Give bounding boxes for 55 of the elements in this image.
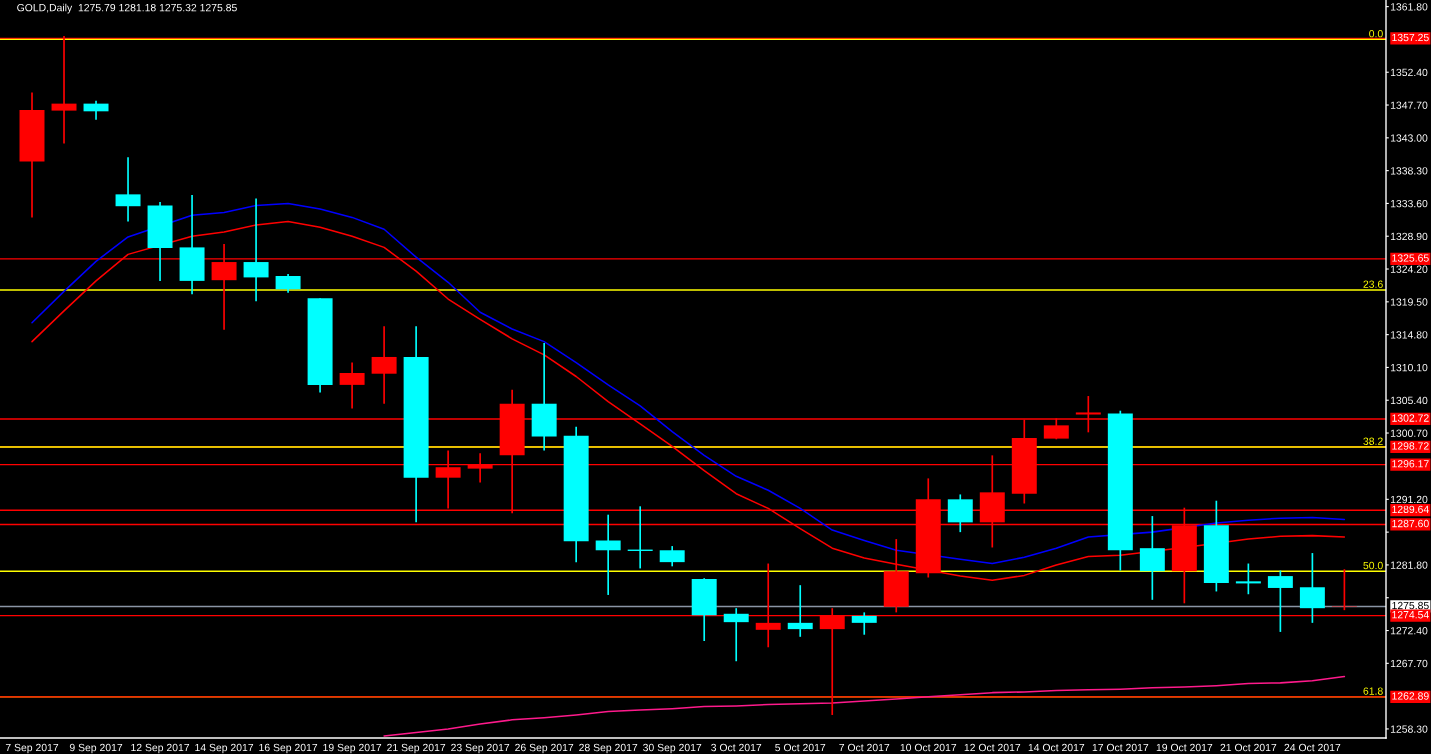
x-tick-label: 28 Sep 2017 [579, 743, 638, 754]
x-tick-label: 23 Sep 2017 [451, 743, 510, 754]
x-tick-label: 7 Sep 2017 [5, 743, 59, 754]
x-tick-label: 9 Sep 2017 [69, 743, 123, 754]
y-tick-label: 1300.70 [1390, 429, 1428, 437]
ref-line-label: 1275.85 [1392, 601, 1429, 610]
x-tick-label: 17 Oct 2017 [1092, 743, 1149, 752]
x-tick-label: 16 Sep 2017 [259, 743, 318, 754]
x-tick-label: 21 Sep 2017 [387, 743, 446, 754]
ref-line-label: 1262.89 [1392, 692, 1429, 700]
x-tick-label: 12 Oct 2017 [964, 743, 1021, 752]
ref-line-label: 1287.60 [1392, 519, 1429, 528]
y-tick-label: 1310.10 [1390, 363, 1428, 372]
y-tick-label: 1314.80 [1390, 331, 1428, 339]
y-tick-label: 1258.30 [1390, 725, 1428, 733]
y-tick-label: 1361.80 [1390, 3, 1428, 11]
x-tick-label: 14 Sep 2017 [195, 743, 254, 754]
y-tick-label: 1281.80 [1390, 561, 1428, 569]
y-tick-label: 1343.00 [1390, 134, 1428, 142]
x-tick-label: 21 Oct 2017 [1220, 743, 1277, 752]
x-tick-label: 10 Oct 2017 [900, 743, 957, 752]
y-tick-label: 1338.30 [1390, 167, 1428, 175]
annotation: 0.0 [1369, 29, 1383, 38]
ref-line-label: 1296.17 [1392, 460, 1429, 468]
y-tick-label: 1291.20 [1390, 495, 1428, 504]
x-tick-label: 7 Oct 2017 [839, 743, 890, 752]
x-tick-label: 24 Oct 2017 [1284, 743, 1341, 752]
y-tick-label: 1328.90 [1390, 232, 1428, 241]
y-tick-label: 1333.60 [1390, 199, 1428, 208]
ref-line-label: 1325.65 [1392, 254, 1429, 262]
x-tick-label: 19 Sep 2017 [323, 743, 382, 754]
x-tick-label: 19 Oct 2017 [1156, 743, 1213, 752]
annotation: 23.6 [1363, 280, 1383, 288]
x-tick-label: 5 Oct 2017 [775, 743, 826, 752]
ref-line-label: 1357.25 [1392, 33, 1429, 42]
y-tick-label: 1352.40 [1390, 68, 1428, 77]
annotation: 61.8 [1363, 687, 1383, 695]
x-tick-label: 3 Oct 2017 [711, 743, 762, 752]
ref-line-label: 1298.72 [1392, 442, 1429, 450]
y-tick-label: 1347.70 [1390, 101, 1428, 109]
ref-line-label: 1289.64 [1392, 505, 1429, 514]
x-tick-label: 12 Sep 2017 [131, 743, 190, 754]
x-tick-label: 14 Oct 2017 [1028, 743, 1085, 752]
x-tick-label: 26 Sep 2017 [515, 743, 574, 754]
annotation: 38.2 [1363, 437, 1383, 445]
y-tick-label: 1272.40 [1390, 627, 1428, 635]
ref-line-label: 1302.72 [1392, 414, 1429, 422]
ref-line-label: 1274.54 [1392, 611, 1429, 619]
annotation: 50.0 [1363, 561, 1383, 570]
y-tick-label: 1305.40 [1390, 396, 1428, 405]
x-tick-label: 30 Sep 2017 [643, 743, 702, 754]
y-tick-label: 1324.20 [1390, 265, 1428, 273]
y-tick-label: 1319.50 [1390, 298, 1428, 306]
chart-title: GOLD,Daily 1275.79 1281.18 1275.32 1275.85 [17, 3, 237, 14]
y-tick-label: 1267.70 [1390, 659, 1428, 668]
